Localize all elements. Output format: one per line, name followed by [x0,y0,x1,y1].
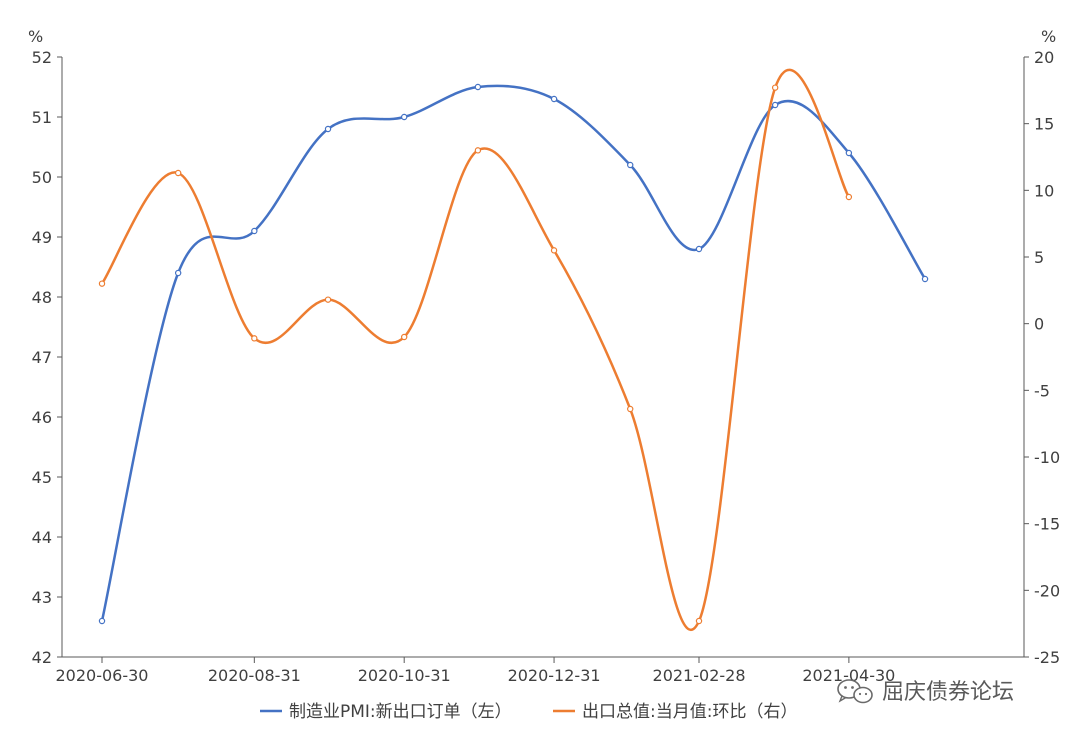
data-point-0 [400,113,408,121]
series-layer [98,68,929,632]
left-tick-label: 43 [32,588,52,607]
x-axis-ticks: 2020-06-30 2020-08-31 2020-10-31 2020-12-31… [56,657,895,685]
left-tick-label: 44 [32,528,52,547]
data-point-1 [400,333,408,341]
data-point-0 [627,161,634,169]
data-point-0 [174,269,182,277]
wechat-icon [837,679,873,704]
right-tick-label: -20 [1034,581,1060,600]
left-tick-label: 50 [32,168,52,187]
left-tick-label: 49 [32,228,52,247]
data-point-0 [98,617,106,625]
right-tick-label: -25 [1034,648,1060,667]
data-point-1 [550,247,558,254]
left-tick-label: 42 [32,648,52,667]
data-point-1 [845,193,853,201]
data-point-0 [695,245,703,253]
legend-label-pmi: 制造业PMI:新出口订单（左） [289,702,512,722]
data-point-0 [550,95,558,103]
right-tick-label: 15 [1034,115,1054,134]
left-tick-label: 45 [32,468,52,487]
left-tick-label: 51 [32,108,52,127]
right-tick-label: 10 [1034,181,1054,200]
x-tick-label: 2021-02-28 [653,666,746,685]
data-point-0 [921,275,929,283]
data-point-1 [324,296,332,303]
x-tick-label: 2021-04-30 [802,666,895,685]
x-tick-label: 2020-08-31 [208,666,301,685]
right-tick-label: 0 [1034,315,1044,334]
left-tick-label: 52 [32,48,52,67]
left-tick-label: 47 [32,348,52,367]
data-point-1 [771,84,779,91]
data-point-1 [98,280,106,287]
left-axis-unit: % [28,27,43,46]
legend-label-export: 出口总值:当月值:环比（右） [582,702,797,722]
data-point-1 [627,405,634,413]
x-tick-label: 2020-12-31 [508,666,601,685]
right-tick-label: 5 [1034,248,1044,267]
x-tick-label: 2020-10-31 [358,666,451,685]
data-point-0 [771,101,779,109]
right-axis-ticks: -25 -20 -15 -10 -5 0 5 10 15 20 [1024,48,1060,667]
left-tick-label: 48 [32,288,52,307]
data-point-1 [474,147,482,154]
legend: 制造业PMI:新出口订单（左） 出口总值:当月值:环比（右） [260,702,797,722]
data-point-1 [251,335,258,342]
data-point-1 [174,169,182,177]
series-line-1 [100,68,850,632]
right-tick-label: -5 [1034,381,1050,400]
right-tick-label: 20 [1034,48,1054,67]
x-tick-label: 2020-06-30 [56,666,149,685]
data-point-0 [324,125,332,133]
left-axis-ticks: 42 43 44 45 46 47 48 49 50 51 52 [32,48,62,667]
right-axis-unit: % [1041,27,1056,46]
data-point-0 [474,83,482,91]
right-tick-label: -10 [1034,448,1060,467]
right-tick-label: -15 [1034,515,1060,534]
data-point-0 [845,149,853,157]
data-point-1 [695,617,703,625]
data-point-0 [251,227,258,235]
watermark-text: 屈庆债券论坛 [882,680,1014,705]
left-tick-label: 46 [32,408,52,427]
series-line-0 [100,84,927,622]
watermark: 屈庆债券论坛 [837,679,1014,705]
